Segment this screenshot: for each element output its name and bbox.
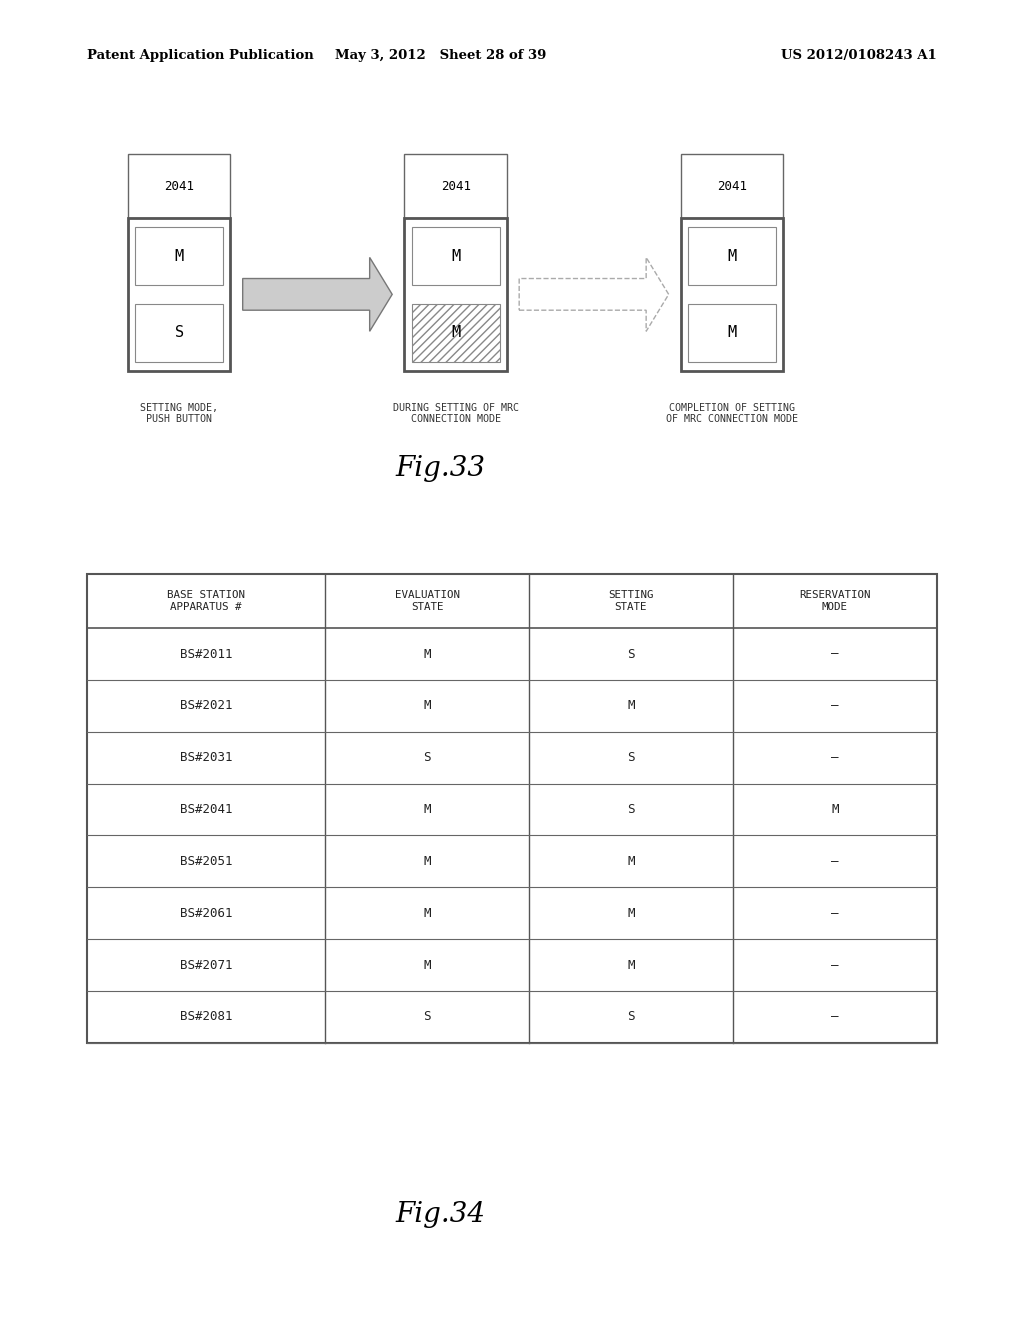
Text: EVALUATION
STATE: EVALUATION STATE [394,590,460,612]
Bar [412,304,500,362]
Text: M: M [423,855,431,867]
Text: –: – [831,648,839,660]
Text: S: S [628,751,635,764]
Bar [688,304,776,362]
Bar [681,218,783,371]
Bar [404,218,507,371]
Text: 2041: 2041 [717,180,748,193]
Text: M: M [728,248,736,264]
Text: BS#2071: BS#2071 [180,958,232,972]
Polygon shape [243,257,392,331]
Text: US 2012/0108243 A1: US 2012/0108243 A1 [781,49,937,62]
Text: –: – [831,1010,839,1023]
Text: –: – [831,855,839,867]
Bar [87,574,937,1043]
Bar [412,227,500,285]
Text: M: M [175,248,183,264]
Text: M: M [728,325,736,341]
Text: S: S [175,325,183,341]
Text: 2041: 2041 [164,180,195,193]
Text: M: M [628,700,635,713]
Text: 2041: 2041 [440,180,471,193]
Bar [128,218,230,371]
Text: S: S [628,648,635,660]
Bar [681,154,783,218]
Text: M: M [452,248,460,264]
Text: –: – [831,958,839,972]
Bar [135,227,223,285]
Text: –: – [831,700,839,713]
Text: M: M [423,907,431,920]
Text: COMPLETION OF SETTING
OF MRC CONNECTION MODE: COMPLETION OF SETTING OF MRC CONNECTION … [667,403,798,424]
Text: RESERVATION
MODE: RESERVATION MODE [799,590,870,612]
Text: M: M [831,803,839,816]
Text: M: M [423,700,431,713]
Text: SETTING
STATE: SETTING STATE [608,590,653,612]
Text: S: S [423,751,431,764]
Text: BS#2041: BS#2041 [180,803,232,816]
Text: May 3, 2012   Sheet 28 of 39: May 3, 2012 Sheet 28 of 39 [335,49,546,62]
Text: S: S [628,803,635,816]
Text: BS#2081: BS#2081 [180,1010,232,1023]
Text: BS#2031: BS#2031 [180,751,232,764]
Text: M: M [628,958,635,972]
Bar [404,154,507,218]
Text: BS#2021: BS#2021 [180,700,232,713]
Text: SETTING MODE,
PUSH BUTTON: SETTING MODE, PUSH BUTTON [140,403,218,424]
Bar [135,304,223,362]
Text: DURING SETTING OF MRC
CONNECTION MODE: DURING SETTING OF MRC CONNECTION MODE [392,403,519,424]
Text: M: M [423,648,431,660]
Text: M: M [452,325,460,341]
Text: –: – [831,751,839,764]
Text: –: – [831,907,839,920]
Text: S: S [628,1010,635,1023]
Text: M: M [423,958,431,972]
Polygon shape [519,257,669,331]
Text: Fig.33: Fig.33 [395,455,485,482]
Text: S: S [423,1010,431,1023]
Text: BASE STATION
APPARATUS #: BASE STATION APPARATUS # [167,590,245,612]
Bar [688,227,776,285]
Text: Patent Application Publication: Patent Application Publication [87,49,313,62]
Text: M: M [628,855,635,867]
Text: M: M [628,907,635,920]
Text: BS#2011: BS#2011 [180,648,232,660]
Text: M: M [423,803,431,816]
Bar [128,154,230,218]
Text: Fig.34: Fig.34 [395,1201,485,1228]
Text: BS#2061: BS#2061 [180,907,232,920]
Text: BS#2051: BS#2051 [180,855,232,867]
